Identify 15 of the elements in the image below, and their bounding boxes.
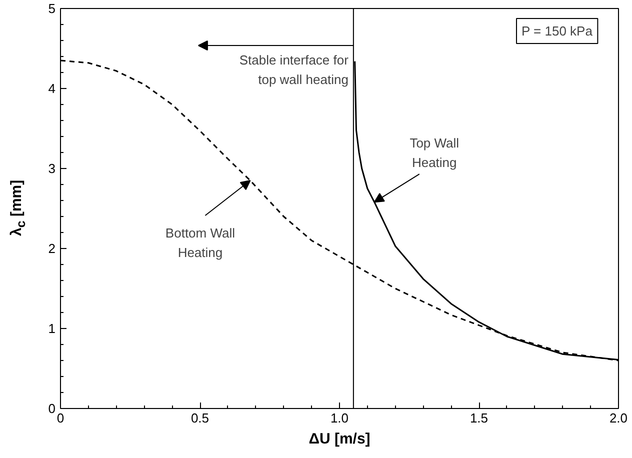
y-tick-label: 0 <box>48 401 56 416</box>
x-tick-label: 2.0 <box>609 410 628 426</box>
annotation: P = 150 kPa <box>522 24 594 38</box>
ref-line-label: Stable interface for top wall heating <box>239 52 350 87</box>
y-tick-label: 4 <box>48 81 56 96</box>
x-tick-label: 1.5 <box>470 410 488 426</box>
x-tick-label: 0.5 <box>190 410 210 426</box>
annotation: Top Wall Heating <box>410 136 460 170</box>
x-axis-title: ΔU [m/s] <box>308 430 370 448</box>
y-tick-label: 3 <box>48 161 56 176</box>
y-tick-label: 2 <box>48 241 56 256</box>
x-tick-label: 1.0 <box>330 410 349 426</box>
y-tick-label: 5 <box>48 1 56 16</box>
y-tick-label: 1 <box>48 321 56 336</box>
annotation: Bottom Wall Heating <box>165 226 236 260</box>
